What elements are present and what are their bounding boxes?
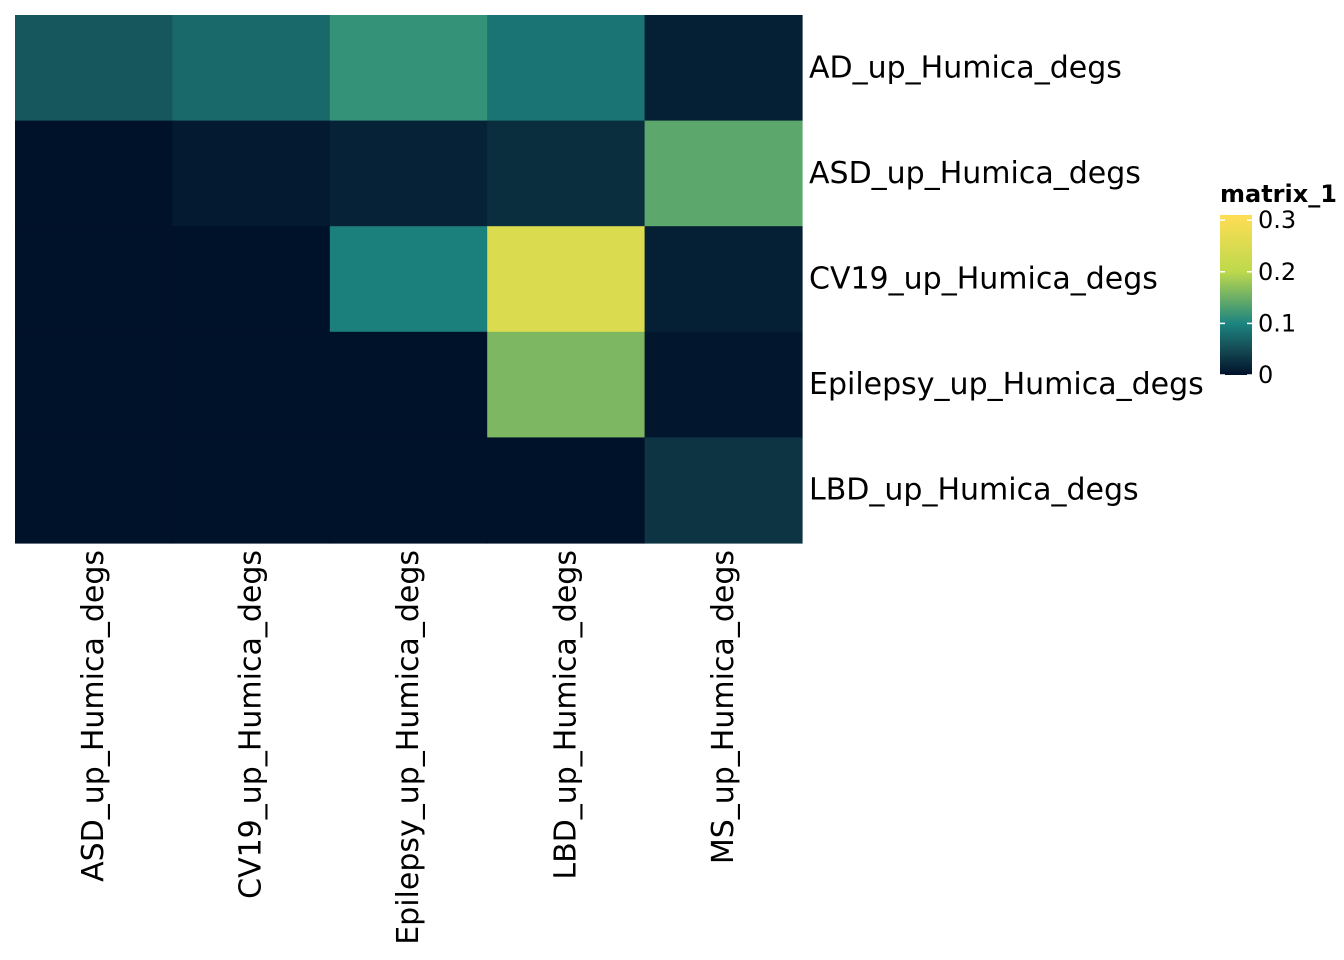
legend-tick-label: 0.3 bbox=[1258, 206, 1296, 234]
column-labels: ASD_up_Humica_degs CV19_up_Humica_degs Epi… bbox=[76, 550, 741, 945]
heatmap-cell-asd-up-humica-degs-lbd-up-humica-degs bbox=[487, 120, 646, 227]
row-label: Epilepsy_up_Humica_degs bbox=[809, 367, 1204, 402]
heatmap-cell-epilepsy-up-humica-degs-asd-up-humica-degs bbox=[15, 331, 173, 438]
heatmap-cell-ad-up-humica-degs-cv19-up-humica-degs bbox=[172, 15, 331, 122]
row-label: LBD_up_Humica_degs bbox=[809, 473, 1139, 508]
heatmap-cells bbox=[15, 15, 803, 544]
heatmap-cell-epilepsy-up-humica-degs-lbd-up-humica-degs bbox=[487, 331, 646, 438]
column-label: Epilepsy_up_Humica_degs bbox=[391, 550, 426, 945]
row-label: CV19_up_Humica_degs bbox=[809, 262, 1158, 297]
heatmap-cell-cv19-up-humica-degs-ms-up-humica-degs bbox=[644, 226, 803, 333]
heatmap-cell-epilepsy-up-humica-degs-ms-up-humica-degs bbox=[644, 331, 803, 438]
heatmap-cell-lbd-up-humica-degs-asd-up-humica-degs bbox=[15, 437, 173, 544]
column-label: CV19_up_Humica_degs bbox=[234, 550, 269, 899]
heatmap-cell-lbd-up-humica-degs-cv19-up-humica-degs bbox=[172, 437, 331, 544]
legend-tick-label: 0 bbox=[1258, 361, 1273, 389]
legend-title: matrix_1 bbox=[1220, 180, 1337, 208]
heatmap-cell-lbd-up-humica-degs-epilepsy-up-humica-degs bbox=[329, 437, 488, 544]
heatmap-cell-lbd-up-humica-degs-lbd-up-humica-degs bbox=[487, 437, 646, 544]
heatmap-cell-asd-up-humica-degs-cv19-up-humica-degs bbox=[172, 120, 331, 227]
column-label: LBD_up_Humica_degs bbox=[548, 550, 583, 880]
heatmap-cell-cv19-up-humica-degs-cv19-up-humica-degs bbox=[172, 226, 331, 333]
heatmap-cell-epilepsy-up-humica-degs-cv19-up-humica-degs bbox=[172, 331, 331, 438]
legend-tick-label: 0.1 bbox=[1258, 309, 1296, 337]
heatmap-cell-asd-up-humica-degs-ms-up-humica-degs bbox=[644, 120, 803, 227]
row-label: AD_up_Humica_degs bbox=[809, 50, 1122, 85]
heatmap-cell-epilepsy-up-humica-degs-epilepsy-up-humica-degs bbox=[329, 331, 488, 438]
heatmap-cell-ad-up-humica-degs-lbd-up-humica-degs bbox=[487, 15, 646, 122]
column-label: MS_up_Humica_degs bbox=[706, 550, 741, 864]
heatmap-cell-asd-up-humica-degs-asd-up-humica-degs bbox=[15, 120, 173, 227]
color-legend: matrix_1 0 0.1 0.2 0.3 bbox=[1220, 180, 1337, 389]
legend-tick-label: 0.2 bbox=[1258, 258, 1296, 286]
column-label: ASD_up_Humica_degs bbox=[76, 550, 111, 882]
heatmap-cell-cv19-up-humica-degs-epilepsy-up-humica-degs bbox=[329, 226, 488, 333]
heatmap-cell-asd-up-humica-degs-epilepsy-up-humica-degs bbox=[329, 120, 488, 227]
row-label: ASD_up_Humica_degs bbox=[809, 156, 1141, 191]
heatmap-cell-lbd-up-humica-degs-ms-up-humica-degs bbox=[644, 437, 803, 544]
heatmap-cell-cv19-up-humica-degs-asd-up-humica-degs bbox=[15, 226, 173, 333]
heatmap-cell-ad-up-humica-degs-ms-up-humica-degs bbox=[644, 15, 803, 122]
row-labels: AD_up_Humica_degs ASD_up_Humica_degs CV19_… bbox=[809, 50, 1204, 507]
heatmap-cell-cv19-up-humica-degs-lbd-up-humica-degs bbox=[487, 226, 646, 333]
heatmap-cell-ad-up-humica-degs-epilepsy-up-humica-degs bbox=[329, 15, 488, 122]
legend-ticks: 0 0.1 0.2 0.3 bbox=[1220, 206, 1296, 389]
legend-colorbar bbox=[1220, 215, 1252, 375]
heatmap-cell-ad-up-humica-degs-asd-up-humica-degs bbox=[15, 15, 173, 122]
